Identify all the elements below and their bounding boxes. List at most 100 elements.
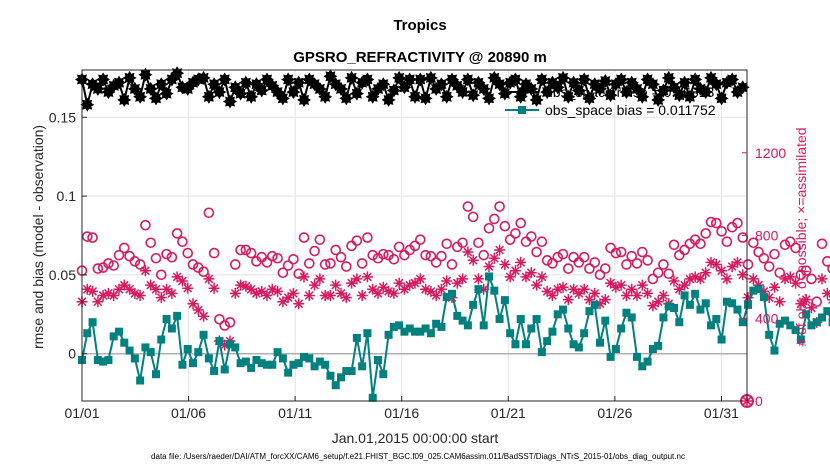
- obs-assimilated-point: [372, 287, 384, 299]
- obs-possible-point: [473, 237, 484, 249]
- bias-point: [559, 305, 568, 314]
- x-axis-label: Jan.01,2015 00:00:00 start: [332, 430, 499, 446]
- bias-point: [458, 316, 467, 325]
- obs-assimilated-point: [330, 279, 342, 291]
- bias-point: [437, 322, 446, 331]
- bias-point: [194, 348, 203, 357]
- rmse-point: [714, 91, 729, 106]
- rmse-point: [238, 75, 253, 90]
- rmse-point: [635, 89, 650, 104]
- obs-possible-point: [716, 226, 727, 237]
- rmse-point: [725, 72, 740, 87]
- rmse-point: [254, 83, 269, 98]
- rmse-point: [529, 92, 544, 107]
- obs-assimilated-point: [541, 285, 553, 297]
- bias-point: [807, 321, 816, 330]
- obs-possible-point: [214, 313, 225, 325]
- obs-assimilated-point: [404, 279, 416, 291]
- chart-subtitle: GPSRO_REFRACTIVITY @ 20890 m: [293, 49, 547, 66]
- obs-possible-point: [420, 249, 431, 261]
- rmse-point: [80, 97, 95, 112]
- bias-point: [189, 359, 198, 368]
- obs-assimilated-point: [377, 281, 389, 293]
- obs-assimilated-point: [594, 298, 606, 310]
- obs-assimilated-point: [716, 265, 728, 277]
- obs-assimilated-point: [657, 290, 669, 301]
- obs-assimilated-point: [747, 273, 759, 285]
- bias-point: [183, 344, 192, 353]
- bias-point: [363, 329, 372, 338]
- obs-possible-point: [568, 251, 579, 263]
- bias-point: [574, 343, 583, 352]
- bias-point: [448, 289, 457, 298]
- obs-assimilated-point: [351, 273, 363, 285]
- bias-point: [395, 321, 404, 330]
- obs-assimilated-point: [520, 271, 532, 283]
- obs-assimilated-point: [642, 287, 654, 299]
- bias-point: [120, 338, 129, 347]
- obs-assimilated-point: [261, 290, 273, 301]
- x-tick-label: 01/06: [171, 405, 206, 421]
- obs-assimilated-point: [161, 283, 173, 295]
- x-tick-label: 01/11: [278, 405, 312, 421]
- obs-possible-point: [330, 244, 342, 256]
- rmse-point: [339, 91, 354, 106]
- bias-point: [136, 376, 145, 385]
- obs-assimilated-point: [272, 285, 284, 297]
- bias-point: [802, 310, 811, 319]
- obs-possible-point: [351, 235, 363, 246]
- obs-possible-point: [515, 217, 527, 229]
- obs-assimilated-point: [758, 285, 770, 297]
- x-tick-label: 01/31: [704, 405, 739, 421]
- bias-point: [83, 329, 92, 338]
- obs-possible-point: [182, 247, 194, 259]
- obs-possible-point: [790, 242, 801, 254]
- bias-point: [141, 343, 150, 352]
- obs-assimilated-point: [150, 283, 162, 295]
- obs-possible-point: [737, 232, 749, 243]
- obs-possible-point: [626, 250, 638, 262]
- obs-possible-point: [822, 256, 830, 267]
- rmse-point: [149, 91, 163, 106]
- obs-possible-point: [319, 259, 331, 270]
- obs-assimilated-point: [546, 290, 558, 301]
- bias-point: [321, 360, 330, 369]
- bias-point: [775, 319, 784, 328]
- obs-possible-point: [520, 236, 532, 248]
- rmse-point: [423, 70, 438, 85]
- rmse-point: [619, 85, 634, 100]
- rmse-point: [397, 80, 412, 95]
- bias-point: [675, 318, 684, 327]
- bias-point: [728, 299, 737, 308]
- bias-point: [109, 332, 118, 341]
- rmse-point: [688, 72, 703, 87]
- obs-assimilated-point: [509, 265, 521, 277]
- obs-assimilated-point: [684, 273, 696, 285]
- obs-possible-point: [800, 265, 812, 276]
- rmse-point: [603, 88, 618, 103]
- bias-point: [670, 304, 679, 313]
- obs-possible-point: [816, 238, 828, 250]
- rmse-point: [159, 86, 174, 101]
- rmse-point: [556, 70, 570, 85]
- rmse-point: [709, 77, 724, 92]
- obs-possible-point: [779, 239, 791, 251]
- obs-possible-point: [663, 268, 675, 280]
- bias-point: [268, 360, 277, 369]
- obs-possible-point: [340, 261, 352, 272]
- obs-assimilated-point: [536, 271, 548, 283]
- bias-point: [828, 318, 830, 327]
- bias-point: [257, 359, 266, 368]
- obs-possible-point: [758, 252, 770, 264]
- obs-possible-point: [298, 232, 310, 243]
- obs-possible-point: [584, 263, 595, 274]
- bias-point: [707, 321, 716, 330]
- obs-assimilated-point: [346, 277, 358, 289]
- obs-assimilated-point: [647, 300, 659, 312]
- obs-possible-point: [483, 222, 495, 234]
- obs-possible-point: [113, 249, 125, 261]
- obs-assimilated-point: [240, 280, 252, 292]
- obs-assimilated-point: [488, 252, 500, 264]
- obs-assimilated-point: [673, 283, 685, 295]
- obs-assimilated-point: [504, 271, 516, 283]
